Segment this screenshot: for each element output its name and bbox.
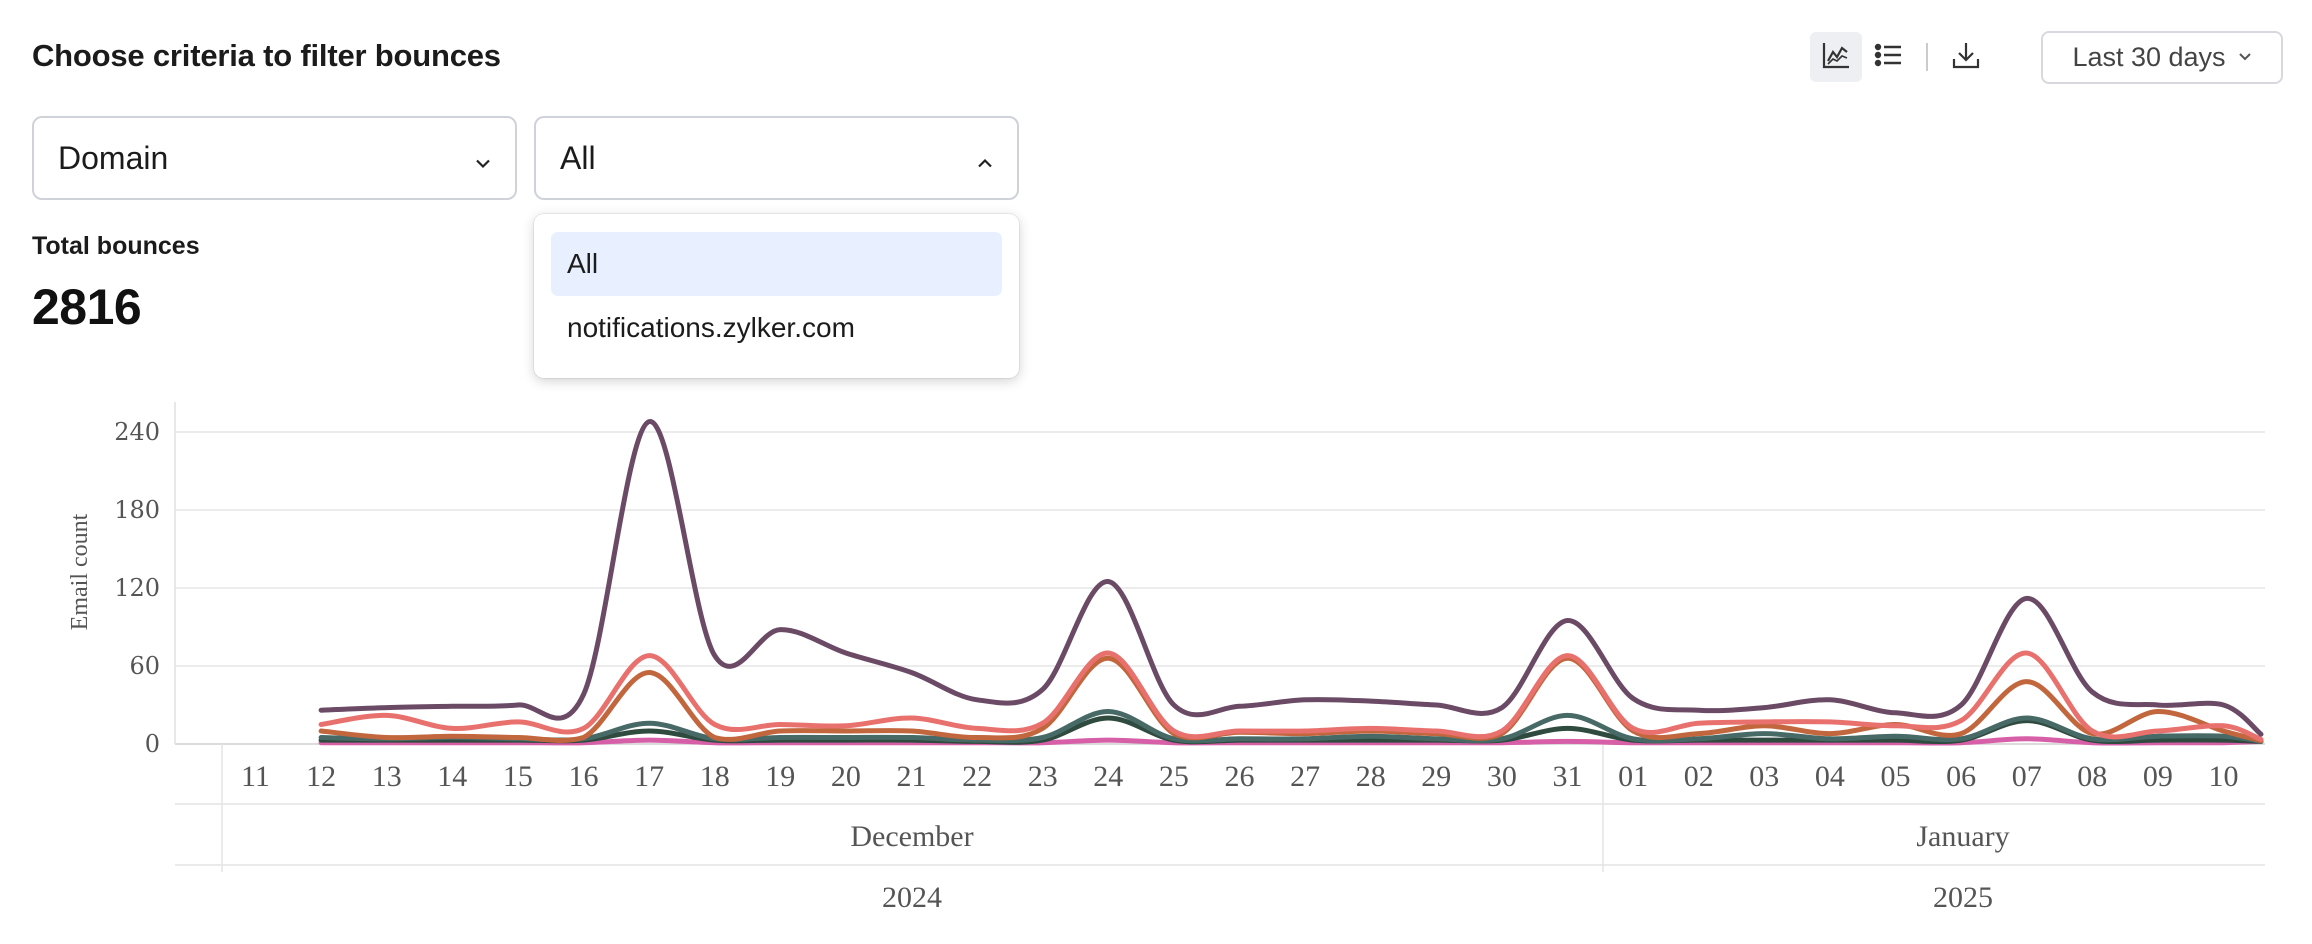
x-tick-label: 03 (1749, 760, 1779, 793)
month-label: January (1916, 820, 2009, 853)
y-tick-label: 120 (114, 574, 160, 602)
x-tick-label: 12 (306, 760, 336, 793)
download-icon (1951, 40, 1981, 75)
x-tick-label: 22 (962, 760, 992, 793)
y-tick-label: 60 (129, 652, 160, 680)
criteria-select-value: Domain (58, 139, 169, 176)
x-tick-label: 08 (2077, 760, 2107, 793)
list-icon (1873, 40, 1903, 75)
total-bounces-value: 2816 (32, 279, 142, 335)
chevron-up-icon (977, 140, 993, 177)
x-tick-label: 13 (372, 760, 402, 793)
chart-view-button[interactable] (1810, 32, 1862, 82)
y-tick-label: 180 (114, 496, 160, 524)
x-tick-label: 06 (1946, 760, 1976, 793)
x-tick-label: 28 (1356, 760, 1386, 793)
view-toolbar (1810, 32, 1992, 82)
x-tick-label: 19 (765, 760, 795, 793)
x-tick-label: 02 (1684, 760, 1714, 793)
dropdown-option-domain[interactable]: notifications.zylker.com (567, 312, 855, 343)
toolbar-divider (1926, 43, 1928, 71)
date-range-label: Last 30 days (2072, 42, 2226, 72)
x-tick-label: 05 (1881, 760, 1911, 793)
year-label: 2025 (1933, 881, 1993, 914)
year-label: 2024 (882, 881, 942, 914)
y-axis-title: Email count (67, 513, 93, 630)
line-chart-icon (1821, 40, 1851, 75)
y-tick-label: 240 (114, 418, 160, 446)
x-tick-label: 10 (2209, 760, 2239, 793)
series-line (318, 708, 2264, 744)
download-button[interactable] (1940, 32, 1992, 82)
series-line (318, 655, 2264, 744)
x-tick-label: 09 (2143, 760, 2173, 793)
x-tick-label: 04 (1815, 760, 1845, 793)
x-tick-label: 23 (1028, 760, 1058, 793)
x-tick-label: 14 (437, 760, 467, 793)
chevron-down-icon (475, 140, 491, 177)
series-line (318, 650, 2264, 742)
page-title: Choose criteria to filter bounces (32, 38, 501, 73)
x-tick-label: 20 (831, 760, 861, 793)
list-view-button[interactable] (1862, 32, 1914, 82)
criteria-select[interactable]: Domain (32, 116, 517, 200)
x-tick-label: 11 (241, 760, 270, 793)
date-range-dropdown[interactable]: Last 30 days (2041, 31, 2283, 84)
x-tick-label: 15 (503, 760, 533, 793)
x-tick-label: 07 (2012, 760, 2042, 793)
x-tick-label: 31 (1553, 760, 1583, 793)
x-tick-label: 17 (634, 760, 664, 793)
x-tick-label: 24 (1093, 760, 1123, 793)
x-tick-label: 27 (1290, 760, 1320, 793)
x-tick-label: 01 (1618, 760, 1648, 793)
chevron-down-icon (2238, 49, 2252, 67)
x-tick-label: 30 (1487, 760, 1517, 793)
series-line (318, 419, 2264, 737)
dropdown-option-all[interactable]: All (551, 232, 1002, 296)
domain-select[interactable]: All (534, 116, 1019, 200)
series-line (318, 736, 2264, 746)
domain-select-value: All (560, 139, 596, 176)
x-tick-label: 16 (569, 760, 599, 793)
total-bounces-label: Total bounces (32, 232, 200, 260)
x-tick-label: 21 (897, 760, 927, 793)
x-tick-label: 18 (700, 760, 730, 793)
x-tick-label: 26 (1225, 760, 1255, 793)
x-tick-label: 25 (1159, 760, 1189, 793)
x-tick-label: 29 (1421, 760, 1451, 793)
month-label: December (850, 820, 973, 853)
y-tick-label: 0 (145, 730, 160, 758)
domain-dropdown-menu: All notifications.zylker.com (534, 214, 1019, 378)
